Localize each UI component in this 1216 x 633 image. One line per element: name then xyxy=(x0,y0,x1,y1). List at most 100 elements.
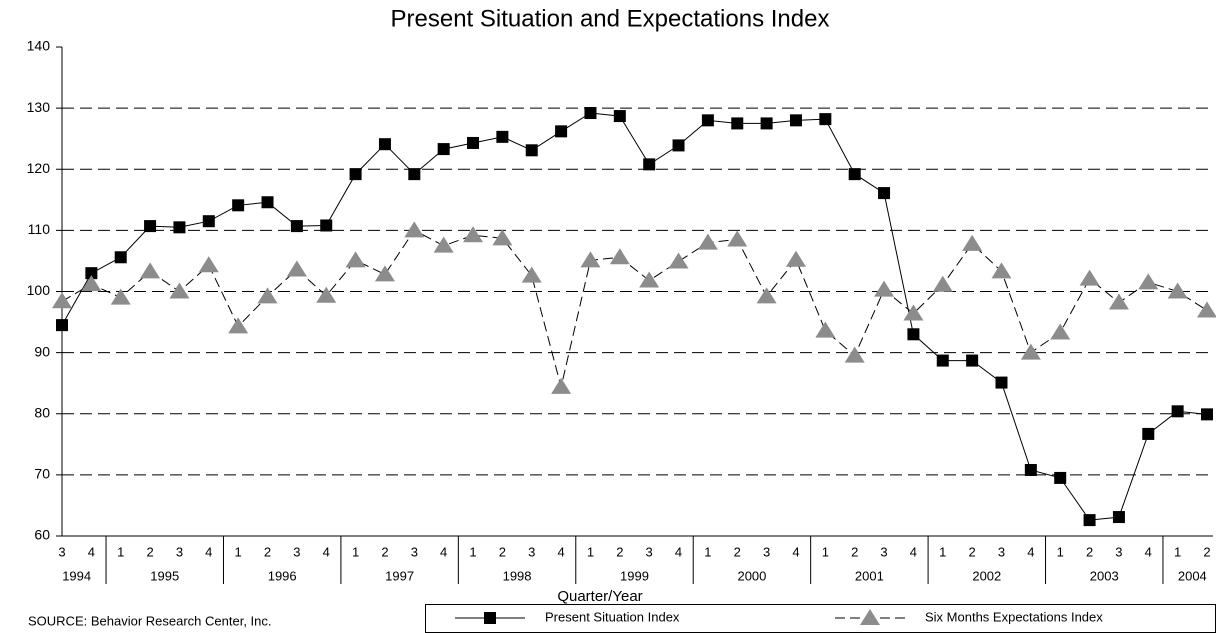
y-tick-label: 100 xyxy=(27,282,51,298)
x-tick-label: 3 xyxy=(58,544,65,559)
series-line xyxy=(61,229,1208,388)
x-tick-label: 1 xyxy=(704,544,711,559)
data-point xyxy=(936,354,949,367)
x-tick-label: 1 xyxy=(822,544,829,559)
x-tick-label: 2 xyxy=(1086,544,1093,559)
data-point xyxy=(85,267,98,280)
data-point xyxy=(496,130,509,143)
x-tick-label: 3 xyxy=(528,544,535,559)
data-point xyxy=(584,107,597,120)
chart-title: Present Situation and Expectations Index xyxy=(391,5,830,32)
x-tick-label: 2 xyxy=(146,544,153,559)
x-tick-label: 1 xyxy=(352,544,359,559)
data-point xyxy=(198,256,219,273)
year-label: 1994 xyxy=(62,568,91,583)
x-tick-label: 2 xyxy=(616,544,623,559)
year-label: 1995 xyxy=(150,568,179,583)
data-point xyxy=(257,287,278,304)
data-point xyxy=(408,168,421,181)
year-label: 2004 xyxy=(1178,568,1207,583)
data-point xyxy=(844,346,865,363)
data-point xyxy=(463,226,484,243)
x-tick-label: 4 xyxy=(205,544,212,559)
x-tick-label: 2 xyxy=(1203,544,1210,559)
data-point xyxy=(1108,293,1129,310)
data-point xyxy=(169,282,190,299)
x-tick-label: 4 xyxy=(1027,544,1034,559)
x-axis-label: Quarter/Year xyxy=(557,588,642,605)
data-point xyxy=(56,319,68,332)
data-point xyxy=(731,117,744,130)
y-tick-label: 110 xyxy=(28,221,51,237)
data-point xyxy=(202,215,215,228)
data-point xyxy=(551,377,572,394)
data-point xyxy=(878,187,891,200)
data-point xyxy=(701,114,714,127)
data-point xyxy=(173,221,186,234)
x-tick-label: 4 xyxy=(910,544,917,559)
data-point xyxy=(1112,511,1125,524)
data-point xyxy=(467,136,480,149)
data-point xyxy=(966,354,979,367)
data-point xyxy=(374,265,395,282)
data-point xyxy=(1142,427,1155,440)
year-label: 2000 xyxy=(737,568,766,583)
y-tick-label: 120 xyxy=(27,160,51,176)
x-tick-label: 3 xyxy=(293,544,300,559)
year-label: 2002 xyxy=(972,568,1001,583)
data-point xyxy=(785,250,806,267)
x-tick-label: 1 xyxy=(469,544,476,559)
x-tick-label: 2 xyxy=(381,544,388,559)
year-label: 1998 xyxy=(503,568,532,583)
data-point xyxy=(932,275,953,292)
data-point xyxy=(378,138,391,151)
data-point xyxy=(140,262,161,279)
data-point xyxy=(668,252,689,269)
x-tick-label: 1 xyxy=(235,544,242,559)
x-tick-label: 1 xyxy=(1057,544,1064,559)
data-point xyxy=(874,280,895,297)
data-point xyxy=(492,229,513,246)
data-point xyxy=(639,271,660,288)
data-point xyxy=(727,230,748,247)
data-point xyxy=(756,287,777,304)
data-point xyxy=(345,251,366,268)
year-label: 2001 xyxy=(855,568,884,583)
data-point xyxy=(907,328,920,341)
x-tick-label: 3 xyxy=(763,544,770,559)
data-point xyxy=(643,158,656,171)
data-point xyxy=(819,113,832,126)
data-point xyxy=(697,233,718,250)
data-point xyxy=(1197,301,1216,318)
data-point xyxy=(52,292,72,309)
data-point xyxy=(789,114,802,127)
data-point xyxy=(1020,343,1041,360)
data-point xyxy=(1171,405,1184,418)
year-label: 1999 xyxy=(620,568,649,583)
x-tick-label: 2 xyxy=(499,544,506,559)
data-point xyxy=(903,304,924,321)
data-point xyxy=(555,125,568,138)
x-tick-label: 4 xyxy=(675,544,682,559)
data-point xyxy=(815,321,836,338)
data-point xyxy=(1050,323,1071,340)
year-label: 1997 xyxy=(385,568,414,583)
data-point xyxy=(760,117,773,130)
y-tick-label: 130 xyxy=(27,99,51,115)
year-label: 1996 xyxy=(268,568,297,583)
data-point xyxy=(1138,273,1159,290)
data-point xyxy=(261,196,274,209)
legend-marker xyxy=(484,612,496,624)
x-tick-label: 4 xyxy=(1145,544,1152,559)
x-tick-label: 3 xyxy=(998,544,1005,559)
data-point xyxy=(521,266,542,283)
x-tick-label: 3 xyxy=(880,544,887,559)
legend-marker xyxy=(860,609,880,625)
data-point xyxy=(316,286,337,303)
data-point xyxy=(525,144,538,157)
data-point xyxy=(286,260,307,277)
x-tick-label: 1 xyxy=(587,544,594,559)
legend-label: Six Months Expectations Index xyxy=(925,609,1103,624)
data-point xyxy=(320,219,333,232)
